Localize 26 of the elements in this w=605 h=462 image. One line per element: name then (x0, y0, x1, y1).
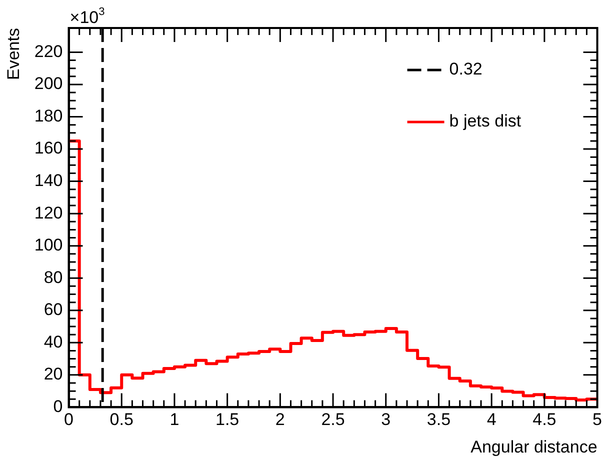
y-tick-label: 180 (34, 106, 63, 126)
y-tick-label: 0 (53, 396, 63, 416)
ref-line-label: 0.32 (449, 60, 482, 79)
x-axis-title: Angular distance (470, 437, 598, 456)
x-tick-label: 3.5 (426, 410, 451, 430)
y-tick-label: 20 (44, 364, 63, 384)
y-tick-label: 100 (34, 236, 63, 255)
legend-label: b jets dist (449, 112, 522, 131)
x-tick-label: 5 (592, 410, 602, 430)
y-axis-title: Events (4, 28, 23, 80)
y-tick-label: 140 (34, 170, 63, 190)
x-tick-label: 4.5 (532, 410, 556, 430)
x-tick-label: 4 (486, 410, 496, 430)
x-tick-label: 2 (275, 410, 285, 430)
y-tick-label: 40 (44, 332, 63, 352)
y-tick-label: 200 (34, 74, 63, 94)
y-tick-label: 160 (34, 138, 63, 158)
x-tick-label: 3 (381, 410, 391, 430)
x-tick-label: 2.5 (321, 410, 345, 430)
x-tick-label: 0.5 (110, 410, 134, 430)
x-tick-label: 1 (170, 410, 180, 430)
y-tick-label: 120 (34, 203, 63, 222)
y-tick-label: 60 (44, 300, 63, 320)
y-tick-label: 220 (34, 42, 63, 61)
y-tick-label: 80 (44, 268, 63, 287)
x-tick-label: 1.5 (215, 410, 240, 430)
